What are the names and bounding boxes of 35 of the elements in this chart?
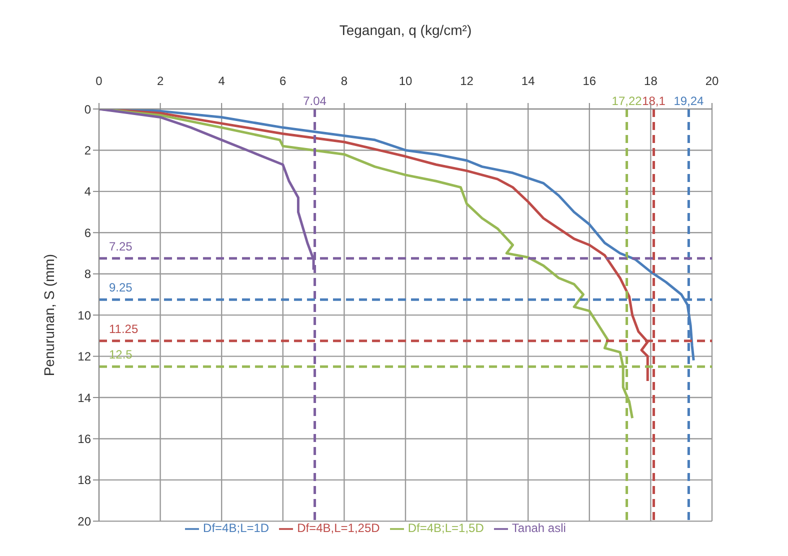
y-tick-label: 4: [84, 184, 92, 199]
legend-label: Tanah asli: [512, 521, 566, 536]
x-tick-label: 2: [156, 74, 164, 88]
ref-line-label: 17,22: [612, 94, 642, 108]
y-tick-label: 6: [84, 226, 92, 240]
legend-label: Df=4B;L=1D: [203, 521, 270, 536]
y-tick-label: 14: [78, 390, 92, 405]
legend-label: Df=4B;L=1,5D: [408, 521, 484, 536]
x-tick-label: 4: [218, 74, 226, 88]
x-tick-label: 10: [398, 74, 412, 88]
x-tick-label: 16: [582, 74, 596, 88]
y-tick-label: 2: [84, 143, 92, 158]
y-tick-label: 16: [78, 432, 92, 446]
x-tick-label: 6: [280, 74, 287, 88]
legend-label: Df=4B,L=1,25D: [297, 521, 380, 536]
x-tick-label: 14: [521, 74, 536, 88]
x-tick-label: 12: [460, 74, 474, 88]
y-tick-label: 18: [78, 473, 92, 488]
x-tick-label: 18: [644, 74, 658, 88]
x-tick-label: 8: [340, 74, 348, 88]
y-tick-label: 10: [78, 308, 92, 322]
ref-line-label: 11.25: [109, 322, 138, 336]
x-axis-title: Tegangan, q (kg/cm²): [338, 22, 473, 38]
ref-line-label: 7.04: [303, 94, 327, 108]
x-tick-label: 0: [96, 74, 103, 88]
y-tick-label: 8: [84, 267, 92, 282]
ref-line-label: 18,1: [642, 94, 666, 108]
ref-line-label: 7.25: [109, 239, 133, 254]
ref-line-label: 9.25: [109, 280, 133, 295]
y-axis-title: Penurunan, S (mm): [40, 254, 57, 376]
y-tick-label: 0: [84, 102, 92, 116]
ref-line-label: 19,24: [674, 94, 704, 108]
y-tick-label: 20: [78, 514, 92, 528]
y-tick-label: 12: [78, 350, 92, 364]
x-tick-label: 20: [705, 74, 719, 88]
